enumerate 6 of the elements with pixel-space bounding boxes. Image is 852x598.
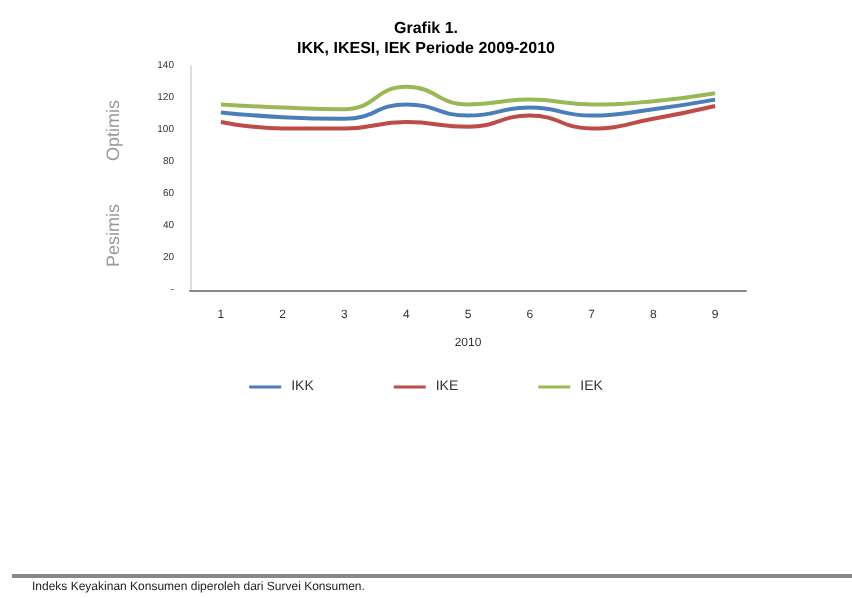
text: Pesimis bbox=[103, 203, 123, 268]
line-series bbox=[218, 104, 718, 131]
text: Optimis bbox=[103, 99, 123, 161]
line-series bbox=[218, 84, 718, 112]
line-series bbox=[218, 97, 718, 121]
chart-title: Grafik 1. IKK, IKESI, IEK Periode 2009-2010 bbox=[297, 19, 557, 57]
